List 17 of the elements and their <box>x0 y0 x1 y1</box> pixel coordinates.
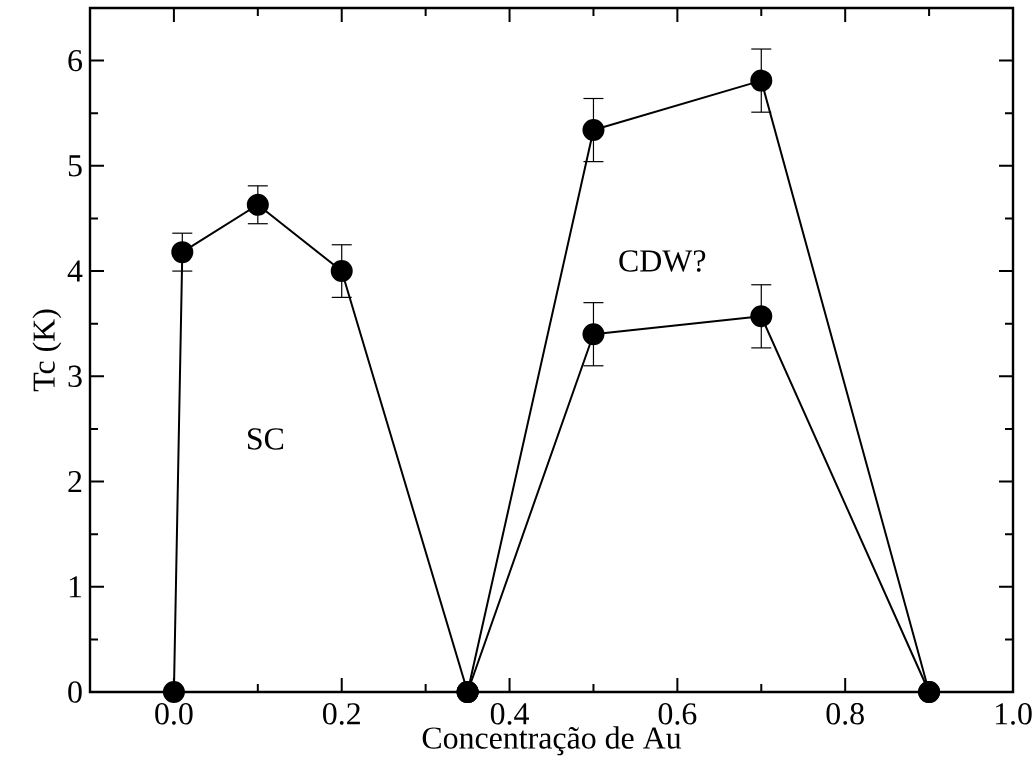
x-tick-label: 0.2 <box>323 703 360 725</box>
y-tick-label: 6 <box>68 49 83 72</box>
y-tick-label: 4 <box>67 260 83 282</box>
x-axis-title: Concentração de Au <box>422 726 682 756</box>
x-tick-label: 0.4 <box>490 703 529 725</box>
annotation: SC <box>248 428 284 450</box>
x-tick-label: 0.8 <box>826 703 864 725</box>
y-tick-label: 2 <box>68 471 82 493</box>
y-tick-label: 3 <box>68 365 82 388</box>
x-tick-label: 0.6 <box>658 703 697 725</box>
y-tick-label: 0 <box>68 681 82 703</box>
x-tick-label: 0.0 <box>155 703 193 725</box>
y-axis-title: Tc (K) <box>32 309 62 392</box>
y-tick-label: 1 <box>69 576 82 598</box>
x-tick-label: 1.0 <box>995 703 1032 725</box>
annotation: CDW? <box>619 250 706 272</box>
y-tick-label: 5 <box>68 155 82 177</box>
